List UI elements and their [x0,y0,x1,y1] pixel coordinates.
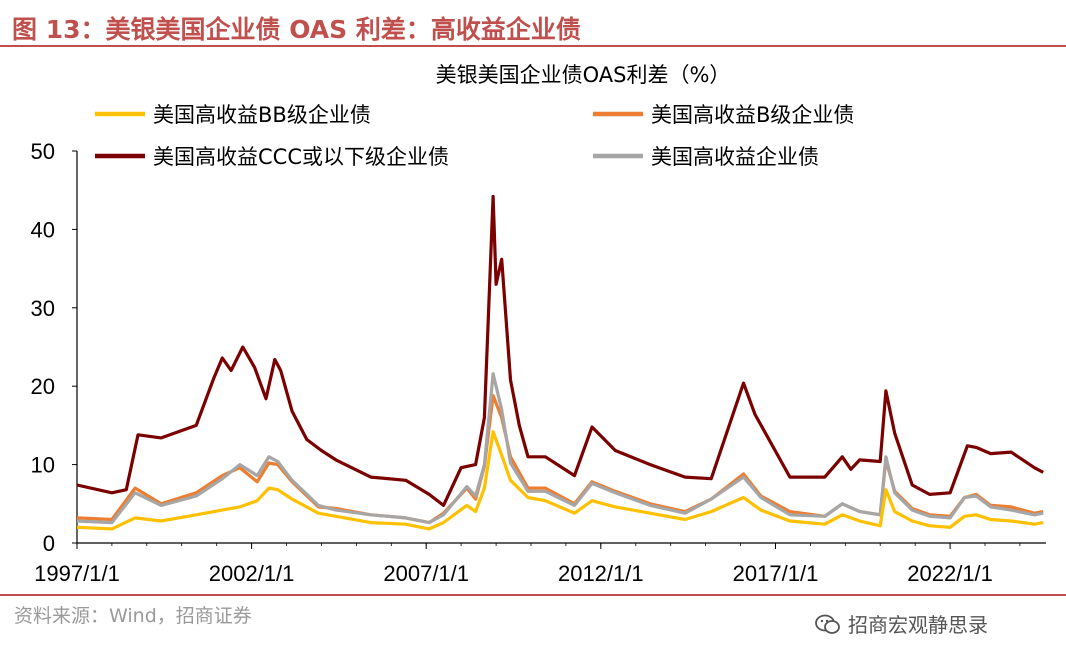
series-line-0 [76,430,1044,531]
y-tick-label: 40 [31,217,55,242]
watermark: 招商宏观静思录 [814,609,988,638]
legend-label: 美国高收益企业债 [651,145,819,169]
series-line-2 [76,194,1044,507]
y-tick-label: 50 [31,139,55,164]
figure-title: 图 13：美银美国企业债 OAS 利差：高收益企业债 [12,15,581,44]
watermark-label: 招商宏观静思录 [848,613,988,637]
y-axis: 0 10 20 30 40 50 [31,139,77,556]
legend-label: 美国高收益CCC或以下级企业债 [153,145,449,169]
y-tick-label: 30 [31,296,55,321]
oas-chart: 美银美国企业债OAS利差（%） 美国高收益BB级企业债 美国高收益B级企业债美国高… [31,63,1046,586]
x-tick-label: 1997/1/1 [34,561,120,586]
series-line-1 [76,394,1044,525]
x-axis: 1997/1/1 2002/1/1 2007/1/1 2012/1/1 2017/1/1… [34,543,1021,586]
series-group [76,194,1044,531]
y-tick-label: 20 [31,374,55,399]
x-tick-label: 2017/1/1 [733,561,819,586]
x-tick-label: 2022/1/1 [907,561,993,586]
x-tick-label: 2002/1/1 [209,561,295,586]
chart-title: 美银美国企业债OAS利差（%） [436,63,731,87]
series-line-3 [76,372,1044,525]
axes [76,151,1046,544]
x-tick-label: 2012/1/1 [558,561,644,586]
footer-rule [0,594,1066,596]
legend-label: 美国高收益BB级企业债 [153,103,371,127]
x-tick-label: 2007/1/1 [383,561,469,586]
y-tick-label: 10 [31,453,55,478]
legend-label: 美国高收益B级企业债 [651,103,854,127]
wechat-icon [815,614,840,634]
title-rule [0,45,1066,47]
y-tick-label: 0 [43,531,55,556]
source-note: 资料来源：Wind，招商证券 [14,605,252,627]
